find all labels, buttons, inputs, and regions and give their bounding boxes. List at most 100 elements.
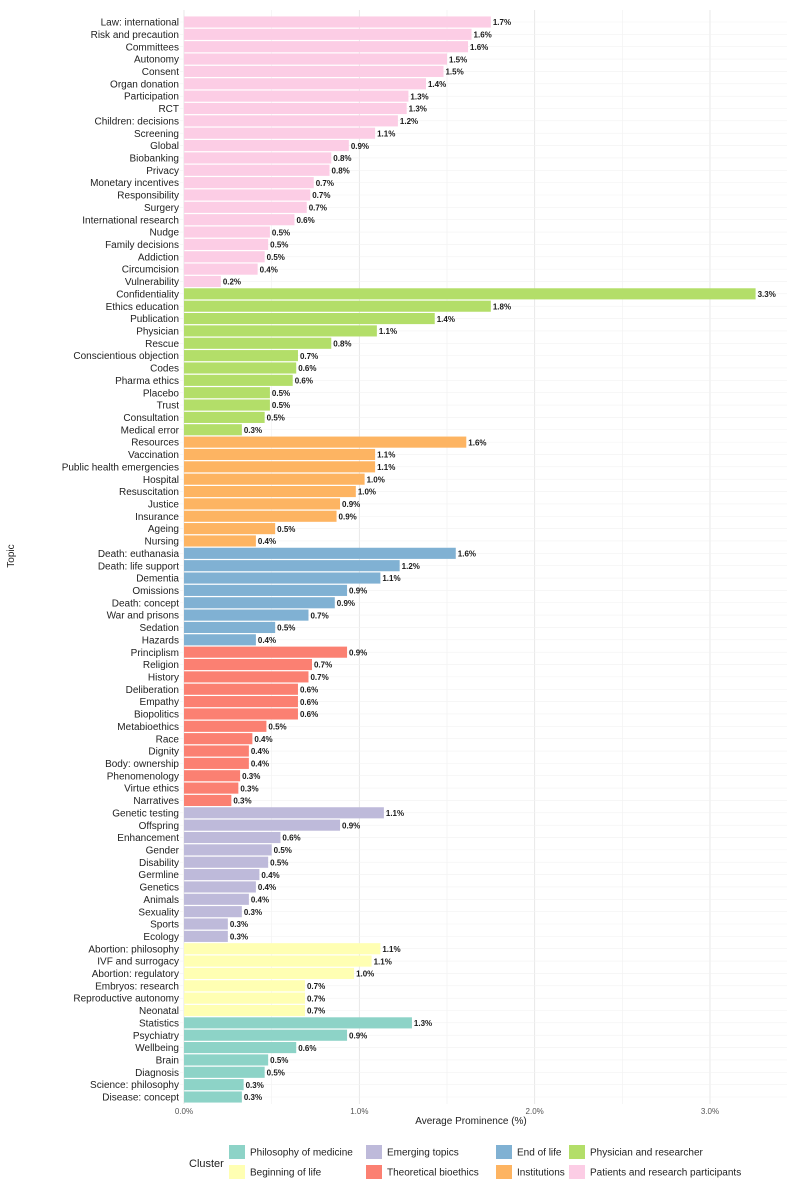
legend-label: End of life	[517, 1148, 562, 1159]
x-tick-label: 1.0%	[350, 1107, 368, 1116]
data-label: 1.6%	[474, 31, 492, 40]
bar	[184, 424, 242, 436]
data-label: 1.4%	[428, 80, 446, 89]
bar	[184, 782, 239, 794]
data-label: 0.6%	[296, 216, 314, 225]
y-tick-label: Surgery	[144, 203, 179, 214]
y-tick-label: Statistics	[139, 1018, 179, 1029]
bar	[184, 683, 298, 695]
bar	[184, 733, 253, 745]
y-tick-label: Brain	[156, 1056, 179, 1067]
bar	[184, 869, 260, 881]
y-tick-label: Sports	[150, 920, 179, 931]
data-label: 0.5%	[268, 723, 286, 732]
bar	[184, 930, 228, 942]
bar	[184, 609, 309, 621]
bar	[184, 560, 400, 572]
y-tick-label: Hazards	[142, 635, 179, 646]
data-label: 0.9%	[342, 500, 360, 509]
legend-swatch	[496, 1165, 512, 1179]
y-tick-label: Sedation	[140, 623, 179, 634]
data-label: 0.8%	[332, 166, 350, 175]
y-tick-label: Disability	[139, 858, 179, 869]
data-label: 0.8%	[333, 154, 351, 163]
data-label: 0.7%	[310, 673, 328, 682]
data-label: 0.5%	[272, 228, 290, 237]
data-label: 0.6%	[300, 710, 318, 719]
data-label: 0.4%	[258, 636, 276, 645]
bar	[184, 745, 249, 757]
data-label: 0.4%	[251, 747, 269, 756]
bar	[184, 819, 341, 831]
legend-swatch	[229, 1145, 245, 1159]
y-tick-label: Diagnosis	[135, 1068, 179, 1079]
bar	[184, 263, 258, 275]
y-tick-label: War and prisons	[107, 611, 179, 622]
bar	[184, 844, 272, 856]
y-tick-label: Resuscitation	[119, 487, 179, 498]
y-tick-label: Placebo	[143, 388, 180, 399]
bar	[184, 1004, 305, 1017]
y-tick-label: Death: concept	[112, 598, 179, 609]
bar	[184, 794, 232, 807]
y-tick-label: Biopolitics	[134, 710, 179, 721]
bar	[184, 350, 298, 362]
data-label: 0.3%	[233, 797, 251, 806]
y-tick-label: Family decisions	[105, 240, 179, 251]
bar	[184, 411, 265, 423]
bar	[184, 955, 372, 967]
data-label: 0.5%	[267, 414, 285, 423]
data-label: 3.3%	[758, 290, 776, 299]
y-tick-label: Dementia	[136, 574, 179, 585]
y-tick-label: Children: decisions	[95, 116, 180, 127]
bar	[184, 708, 298, 720]
y-tick-label: Insurance	[135, 512, 179, 523]
bar	[184, 65, 444, 77]
data-label: 0.3%	[244, 426, 262, 435]
bar	[184, 498, 341, 510]
bar	[184, 535, 256, 547]
y-tick-label: Wellbeing	[135, 1043, 179, 1054]
bar	[184, 300, 491, 312]
data-label: 0.6%	[300, 685, 318, 694]
legend-swatch	[496, 1145, 512, 1159]
x-axis-title: Average Prominence (%)	[415, 1116, 527, 1127]
data-label: 1.2%	[400, 117, 418, 126]
y-tick-label: Organ donation	[110, 79, 179, 90]
bar	[184, 102, 407, 115]
y-tick-label: Ecology	[143, 932, 179, 943]
y-tick-label: Codes	[150, 364, 179, 375]
y-tick-label: Neonatal	[139, 1006, 179, 1017]
y-tick-label: Consultation	[123, 413, 179, 424]
bar	[184, 1066, 265, 1078]
bar	[184, 28, 472, 40]
bar	[184, 251, 265, 263]
bar	[184, 696, 298, 708]
data-label: 0.9%	[351, 142, 369, 151]
bar	[184, 992, 305, 1004]
data-label: 0.6%	[295, 377, 313, 386]
bar	[184, 634, 256, 646]
bar	[184, 1042, 297, 1054]
data-label: 1.2%	[402, 562, 420, 571]
data-label: 0.7%	[307, 994, 325, 1003]
data-label: 0.6%	[282, 834, 300, 843]
data-label: 0.5%	[270, 858, 288, 867]
bar	[184, 288, 756, 300]
data-label: 0.9%	[349, 587, 367, 596]
data-label: 1.0%	[367, 475, 385, 484]
data-label: 0.7%	[309, 204, 327, 213]
data-label: 0.7%	[307, 982, 325, 991]
bar	[184, 374, 293, 386]
y-tick-label: RCT	[158, 104, 179, 115]
bar	[184, 918, 228, 930]
legend-swatch	[229, 1165, 245, 1179]
data-label: 1.6%	[458, 550, 476, 559]
bar	[184, 115, 398, 127]
bar	[184, 189, 311, 201]
y-tick-label: Publication	[130, 314, 179, 325]
y-tick-label: Sexuality	[138, 907, 179, 918]
data-label: 1.1%	[377, 129, 395, 138]
y-tick-label: Justice	[148, 499, 180, 510]
data-label: 0.4%	[261, 871, 279, 880]
